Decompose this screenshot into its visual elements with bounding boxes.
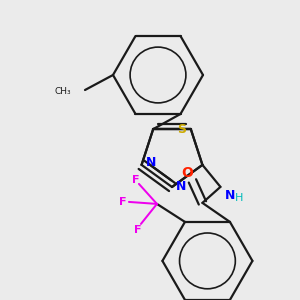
Text: F: F <box>119 197 127 207</box>
Text: H: H <box>234 193 243 203</box>
Text: F: F <box>134 225 142 235</box>
Text: CH₃: CH₃ <box>54 88 71 97</box>
Text: N: N <box>224 189 235 202</box>
Text: N: N <box>146 156 156 170</box>
Text: F: F <box>132 175 140 185</box>
Text: S: S <box>177 123 186 136</box>
Text: N: N <box>176 181 186 194</box>
Text: O: O <box>182 166 194 180</box>
